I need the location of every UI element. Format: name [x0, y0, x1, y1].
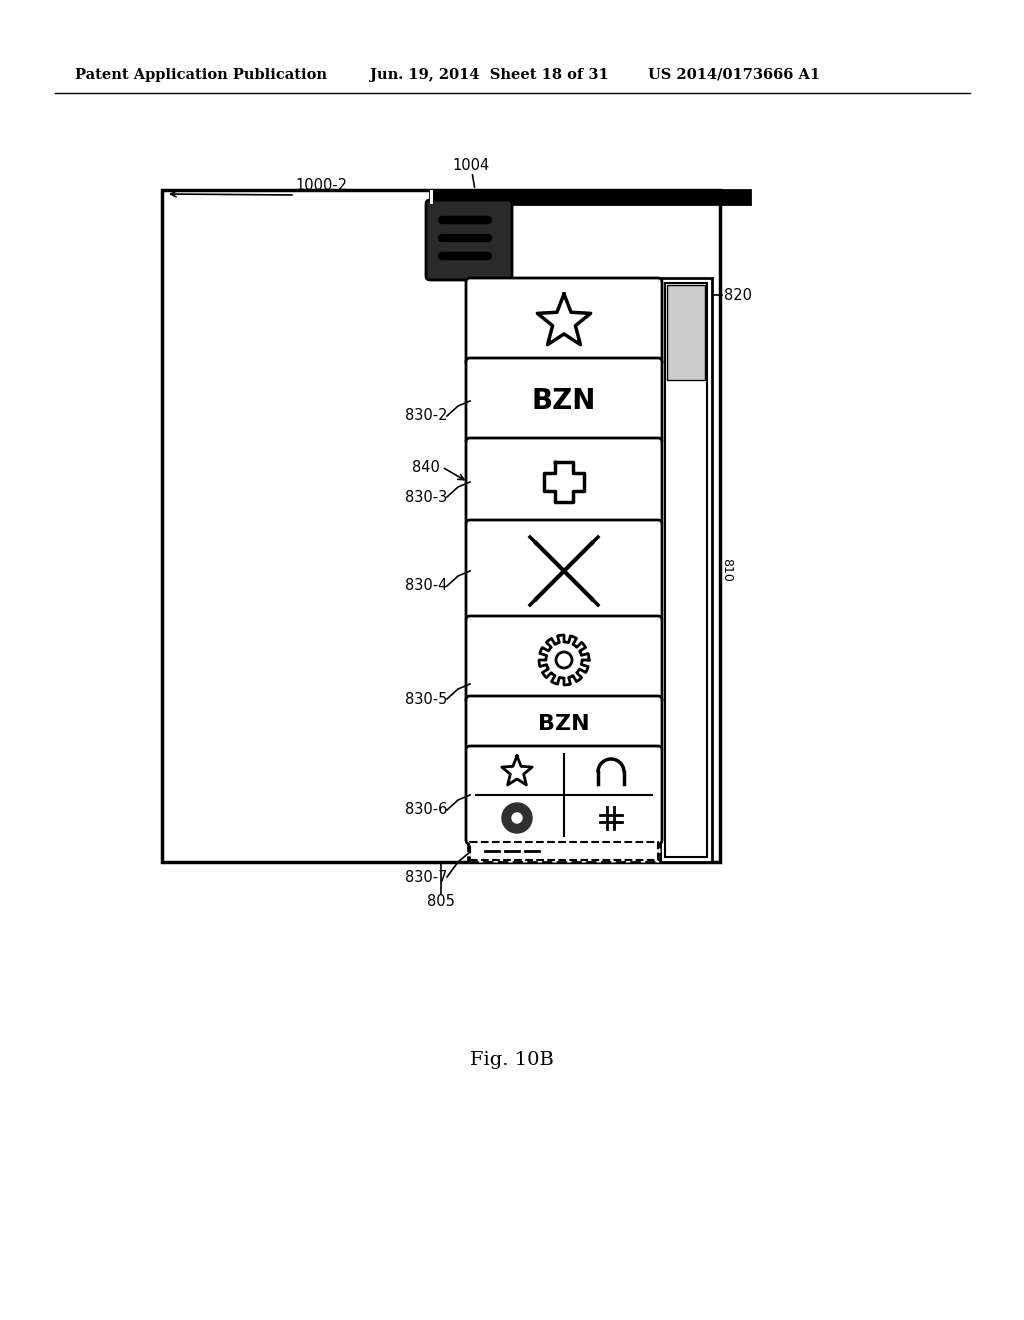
Text: 820: 820: [724, 288, 752, 302]
Bar: [430, 190, 750, 205]
Bar: [667, 285, 705, 380]
Circle shape: [512, 813, 522, 822]
Text: 1000-2: 1000-2: [295, 177, 347, 193]
Text: 830-6: 830-6: [404, 803, 447, 817]
Text: BZN: BZN: [531, 387, 596, 414]
FancyBboxPatch shape: [466, 616, 662, 704]
Text: 840: 840: [412, 459, 440, 474]
Text: 1004: 1004: [452, 157, 489, 173]
Text: 830-7: 830-7: [404, 870, 447, 884]
FancyBboxPatch shape: [466, 696, 662, 752]
Text: 830-2: 830-2: [404, 408, 447, 424]
FancyBboxPatch shape: [426, 201, 512, 280]
FancyBboxPatch shape: [466, 520, 662, 622]
Text: BZN: BZN: [539, 714, 590, 734]
Bar: [468, 279, 660, 862]
Text: Jun. 19, 2014  Sheet 18 of 31: Jun. 19, 2014 Sheet 18 of 31: [370, 69, 608, 82]
Text: 810: 810: [720, 558, 733, 582]
Text: US 2014/0173666 A1: US 2014/0173666 A1: [648, 69, 820, 82]
Bar: [470, 842, 658, 861]
FancyBboxPatch shape: [466, 746, 662, 843]
FancyBboxPatch shape: [466, 279, 662, 366]
Bar: [665, 282, 707, 857]
Text: 830-5: 830-5: [404, 692, 447, 706]
Text: 805: 805: [427, 895, 455, 909]
FancyBboxPatch shape: [466, 358, 662, 444]
Text: 830-3: 830-3: [404, 490, 447, 504]
Text: 830-4: 830-4: [404, 578, 447, 594]
Text: Patent Application Publication: Patent Application Publication: [75, 69, 327, 82]
Text: Fig. 10B: Fig. 10B: [470, 1051, 554, 1069]
Bar: [660, 279, 712, 862]
Bar: [430, 190, 433, 205]
Bar: [162, 190, 720, 862]
FancyBboxPatch shape: [466, 438, 662, 525]
Circle shape: [502, 803, 532, 833]
